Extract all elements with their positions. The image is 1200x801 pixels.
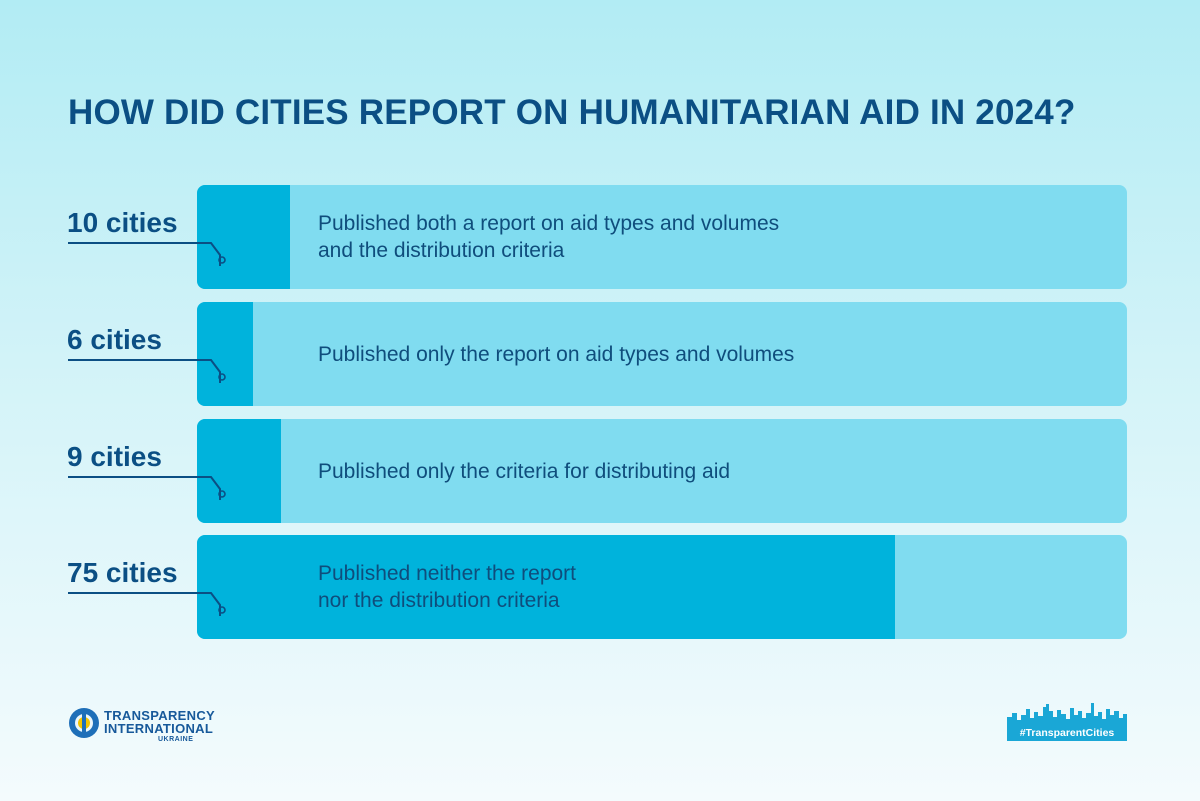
bar-track [197,302,1127,406]
label-connector [68,359,226,383]
bar-row: Published both a report on aid types and… [0,185,1200,289]
bar [197,302,253,406]
bar-track [197,419,1127,523]
logo-line-1: TRANSPARENCY [104,708,215,723]
category-label: Published only the criteria for distribu… [318,459,731,483]
bar [197,419,281,523]
bar-row: Published only the criteria for distribu… [0,419,1200,523]
value-label: 75 cities [67,557,178,588]
connector-dot [218,373,226,381]
bar [197,185,290,289]
bar-row: Published only the report on aid types a… [0,302,1200,406]
city-skyline-icon [1007,703,1127,728]
category-label: Published neither the report nor the dis… [318,562,576,612]
transparency-international-icon [69,708,99,738]
value-label: 6 cities [67,324,162,355]
connector-dot [218,490,226,498]
label-connector [68,242,226,266]
transparent-cities-logo: #TransparentCities [1004,700,1130,743]
bar [197,535,895,639]
bar-row: Published neither the report nor the dis… [0,535,1200,639]
label-connector [68,592,226,616]
bar-track [197,185,1127,289]
value-label: 9 cities [67,441,162,472]
category-label: Published both a report on aid types and… [318,212,780,262]
connector-dot [218,256,226,264]
label-connector [68,476,226,500]
hashtag-label: #TransparentCities [1007,726,1127,741]
value-label: 10 cities [67,207,178,238]
bar-track [197,535,1127,639]
logo-line-3: UKRAINE [158,736,194,743]
category-label: Published only the report on aid types a… [318,342,795,366]
connector-dot [218,606,226,614]
transparency-international-logo: TRANSPARENCY INTERNATIONAL UKRAINE [68,706,228,746]
chart-title: HOW DID CITIES REPORT ON HUMANITARIAN AI… [68,93,1076,132]
logo-line-2: INTERNATIONAL [104,721,214,736]
